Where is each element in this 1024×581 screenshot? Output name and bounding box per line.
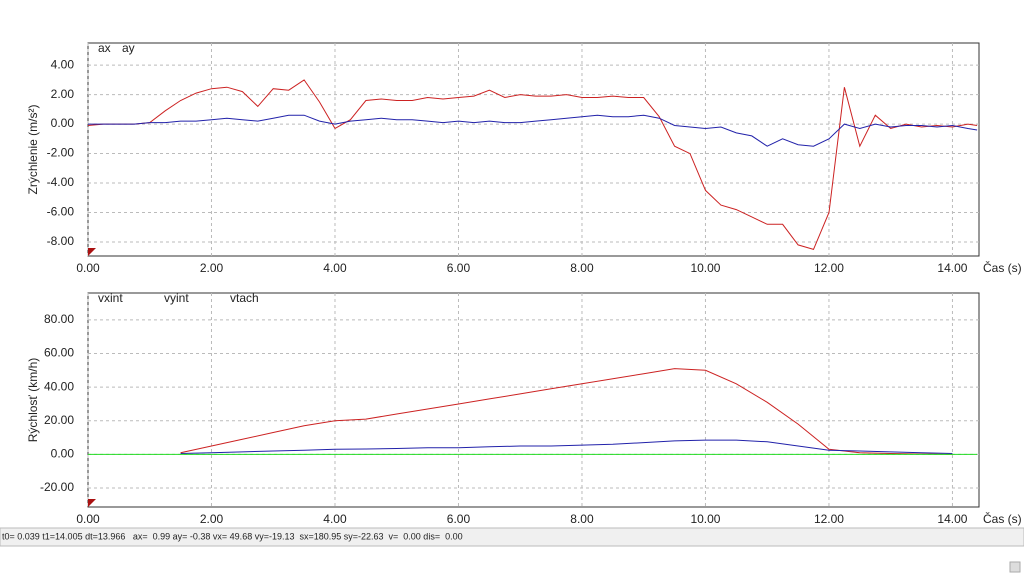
y-axis-label: Zrýchlenie (m/s²): [26, 104, 40, 194]
x-tick-label: 4.00: [323, 261, 347, 275]
plot-area: [87, 292, 980, 508]
x-tick-label: 2.00: [200, 261, 224, 275]
legend-entry: vyint: [164, 291, 189, 305]
y-tick-label: -8.00: [47, 234, 75, 248]
y-tick-label: -20.00: [40, 480, 74, 494]
y-tick-label: 4.00: [51, 57, 75, 71]
status-text: t0= 0.039 t1=14.005 dt=13.966 ax= 0.99 a…: [2, 531, 463, 541]
x-tick-label: 10.00: [690, 261, 720, 275]
y-tick-label: -2.00: [47, 146, 75, 160]
x-tick-label: 14.00: [937, 512, 967, 526]
x-tick-label: 12.00: [814, 261, 844, 275]
legend-entry: vtach: [230, 291, 259, 305]
marker: [88, 499, 96, 507]
y-tick-label: -6.00: [47, 205, 75, 219]
plot-area: [87, 42, 980, 257]
y-tick-label: 80.00: [44, 312, 74, 326]
x-tick-label: 2.00: [200, 512, 224, 526]
y-tick-label: 0.00: [51, 116, 75, 130]
x-tick-label: 8.00: [570, 261, 594, 275]
legend-entry: ax: [98, 41, 111, 55]
y-tick-label: 60.00: [44, 346, 74, 360]
x-axis-label: Čas (s): [983, 511, 1022, 526]
y-axis-label: Rýchlosť (km/h): [26, 358, 40, 443]
x-tick-label: 8.00: [570, 512, 594, 526]
series-line: [180, 368, 953, 455]
x-tick-label: 12.00: [814, 512, 844, 526]
x-tick-label: 0.00: [76, 261, 100, 275]
y-tick-label: 40.00: [44, 379, 74, 393]
series-line: [88, 114, 978, 147]
x-tick-label: 0.00: [76, 512, 100, 526]
x-tick-label: 6.00: [447, 261, 471, 275]
status-bar: [0, 527, 1024, 547]
resize-grip[interactable]: [1009, 561, 1021, 573]
x-tick-label: 10.00: [690, 512, 720, 526]
legend-entry: ay: [122, 41, 135, 55]
x-tick-label: 14.00: [937, 261, 967, 275]
y-tick-label: 2.00: [51, 87, 75, 101]
y-tick-label: 0.00: [51, 447, 75, 461]
marker: [88, 248, 96, 256]
y-tick-label: -4.00: [47, 175, 75, 189]
series-line: [180, 439, 953, 454]
y-tick-label: 20.00: [44, 413, 74, 427]
x-tick-label: 6.00: [447, 512, 471, 526]
series-line: [87, 79, 978, 251]
x-axis-label: Čas (s): [983, 260, 1022, 275]
x-tick-label: 4.00: [323, 512, 347, 526]
legend-entry: vxint: [98, 291, 123, 305]
